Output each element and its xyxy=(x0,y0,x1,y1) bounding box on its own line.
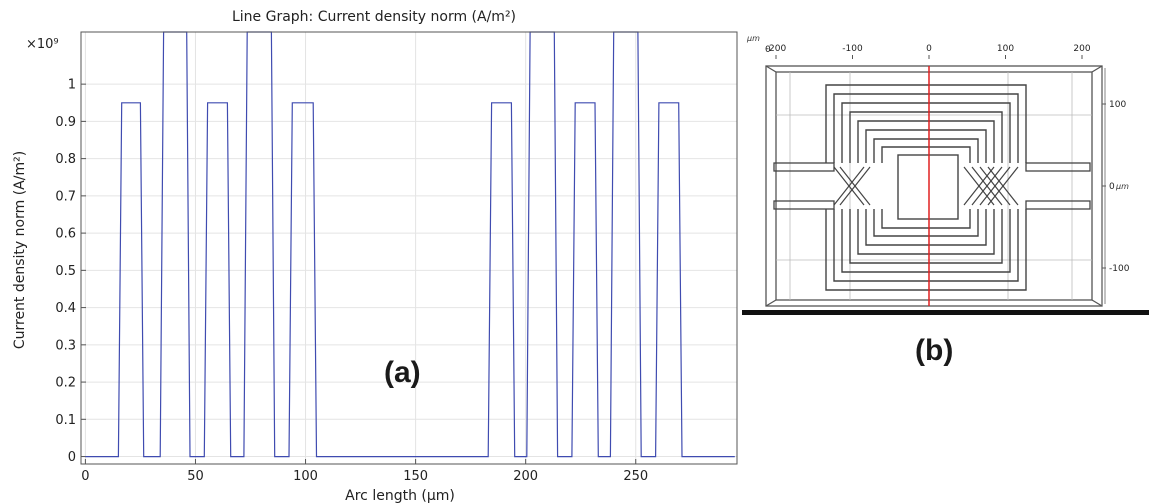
y-tick-label: 0.7 xyxy=(55,189,76,204)
diagram-axis-ticks: -200 -100 0 100 200 100 0 -100 xyxy=(766,44,1130,274)
diagram-x-tick-label: -100 xyxy=(842,44,863,54)
panel-label-b: (b) xyxy=(915,334,953,367)
diagram-y-tick-label: -100 xyxy=(1109,264,1130,274)
inner-pad xyxy=(898,155,958,219)
diagram-y-tick-label: 0 xyxy=(1109,182,1115,192)
diagram-b: µm 0 µm -200 -100 0 100 200 100 0 -100 xyxy=(742,34,1149,367)
coil-turn xyxy=(850,112,1002,263)
y-tick-label: 0.5 xyxy=(55,264,76,279)
x-tick-label: 200 xyxy=(513,469,538,484)
y-tick-label: 0.2 xyxy=(55,376,76,391)
top-unit-label: µm xyxy=(746,34,760,43)
y-tick-label: 1 xyxy=(68,78,76,93)
coil-turn xyxy=(842,103,1010,272)
axis-ticks: 0 50 100 150 200 250 0 0.1 0.2 0.3 0.4 0.5 0.6 0.7 0.8… xyxy=(55,78,648,484)
x-tick-label: 100 xyxy=(293,469,318,484)
crossover-left xyxy=(834,167,870,205)
panel-label-a: (a) xyxy=(384,356,421,389)
right-unit-label: µm xyxy=(1115,182,1129,191)
chip-frame xyxy=(766,66,1102,306)
diagram-y-tick-label: 100 xyxy=(1109,100,1126,110)
y-axis-label: Current density norm (A/m²) xyxy=(12,151,28,349)
y-multiplier: ×10⁹ xyxy=(26,37,59,52)
y-tick-label: 0.1 xyxy=(55,413,76,428)
baseline-bar xyxy=(742,310,1149,315)
y-tick-label: 0.6 xyxy=(55,227,76,242)
x-axis-label: Arc length (µm) xyxy=(345,488,455,504)
coil-turn xyxy=(882,147,970,228)
diagram-x-tick-label: 100 xyxy=(997,44,1014,54)
y-tick-label: 0.8 xyxy=(55,152,76,167)
coil-turn xyxy=(858,121,994,254)
coil-leads xyxy=(774,163,1090,209)
series-line xyxy=(85,32,734,457)
chart-title: Line Graph: Current density norm (A/m²) xyxy=(232,9,516,25)
coil-turn xyxy=(874,139,978,236)
y-tick-label: 0.4 xyxy=(55,301,76,316)
coil-turn xyxy=(834,94,1018,281)
y-tick-label: 0.3 xyxy=(55,338,76,353)
x-tick-label: 250 xyxy=(623,469,648,484)
x-tick-label: 150 xyxy=(403,469,428,484)
diagram-grid xyxy=(776,72,1092,300)
crossover-right xyxy=(964,167,1018,205)
diagram-x-tick-label: -200 xyxy=(766,44,787,54)
chart-a: Line Graph: Current density norm (A/m²) … xyxy=(12,9,737,504)
diagram-x-tick-label: 200 xyxy=(1073,44,1090,54)
y-tick-label: 0 xyxy=(68,450,76,465)
y-tick-label: 0.9 xyxy=(55,115,76,130)
x-tick-label: 0 xyxy=(81,469,89,484)
x-tick-label: 50 xyxy=(187,469,204,484)
diagram-x-tick-label: 0 xyxy=(926,44,932,54)
